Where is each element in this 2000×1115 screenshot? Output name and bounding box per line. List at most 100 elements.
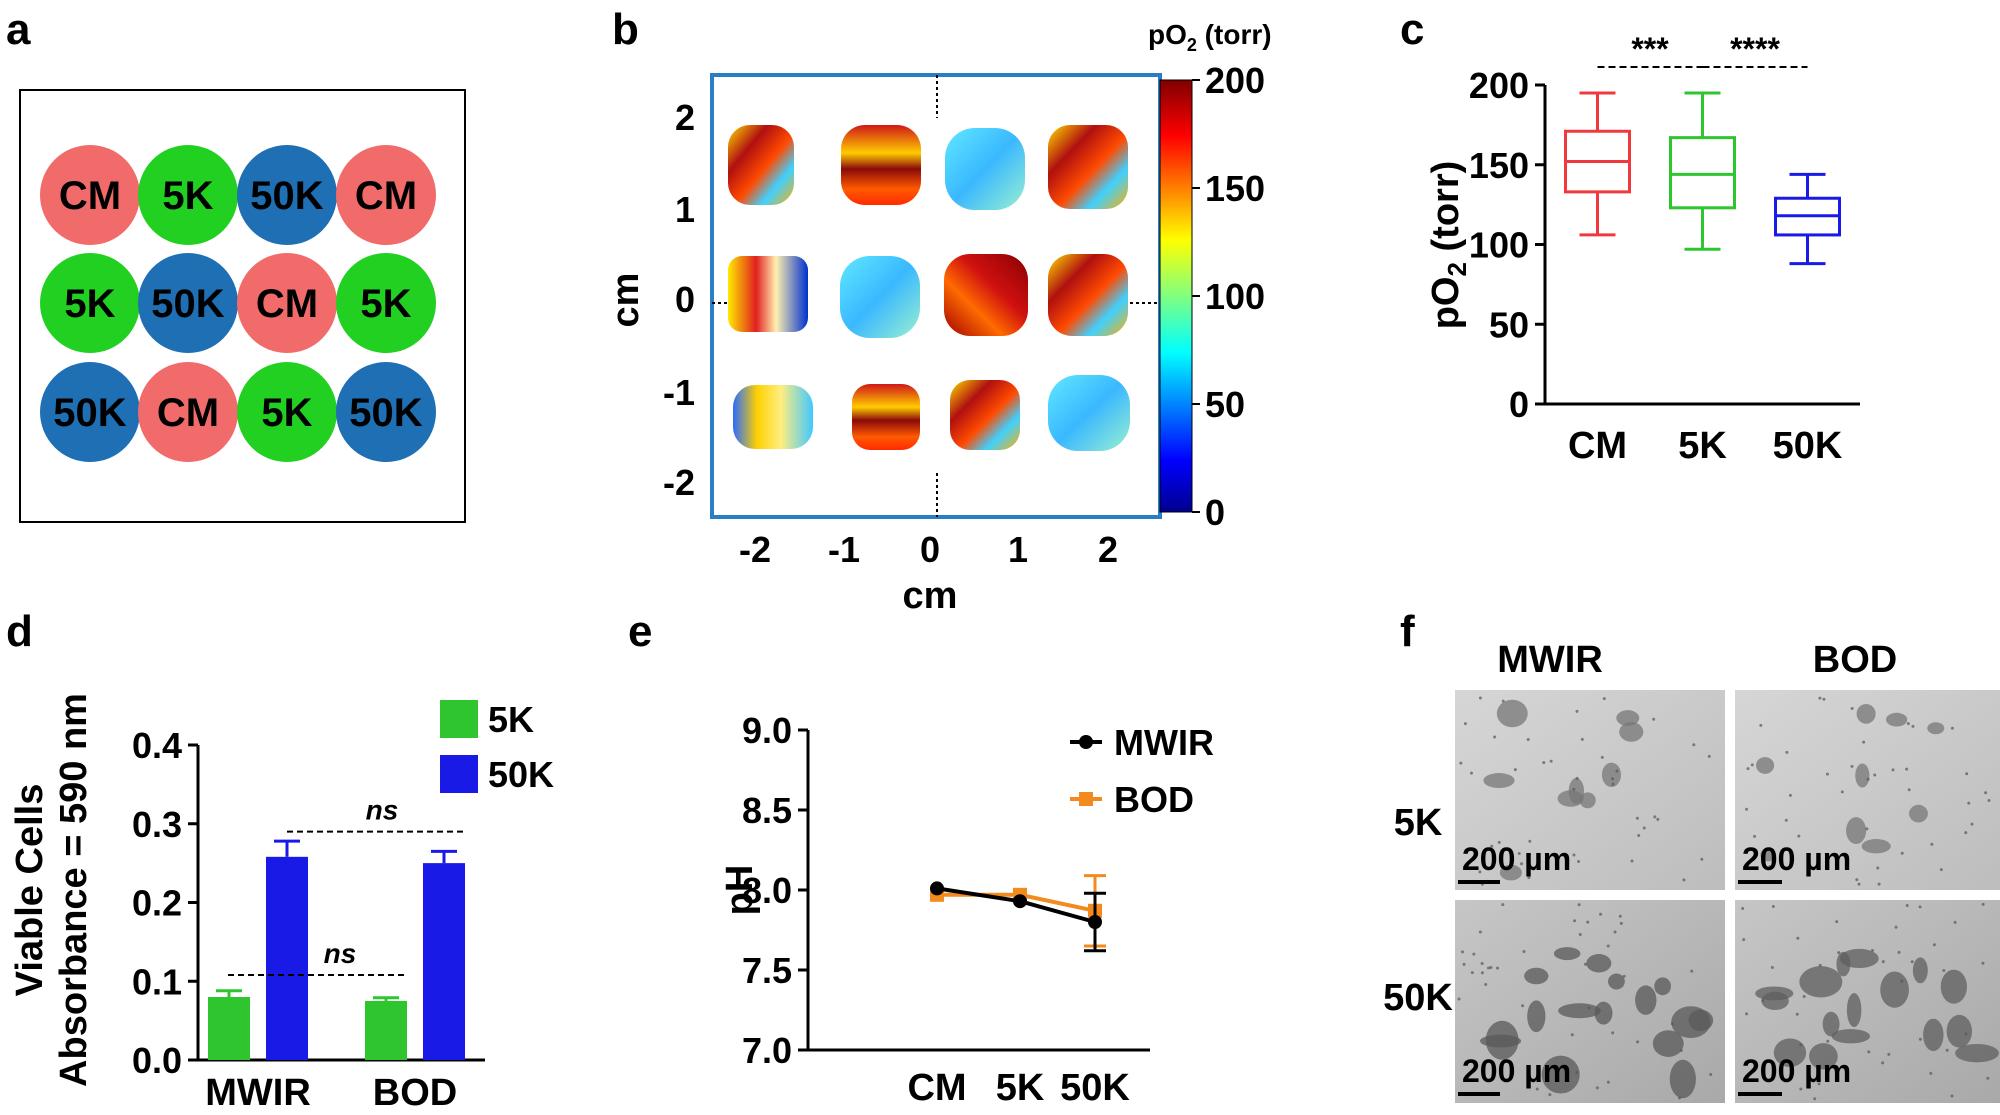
- cell-colony: [1654, 977, 1672, 996]
- cell-speck: [1496, 966, 1500, 970]
- x-tick-label: 50K: [1060, 1067, 1130, 1109]
- legend-label-MWIR: MWIR: [1114, 722, 1214, 763]
- cell-speck: [1784, 818, 1788, 822]
- cell-colony: [1912, 957, 1928, 984]
- cell-speck: [1750, 763, 1754, 767]
- cell-speck: [1932, 943, 1936, 947]
- x-tick-label: BOD: [373, 1072, 457, 1114]
- cell-speck: [1463, 722, 1467, 726]
- cell-speck: [1461, 950, 1465, 954]
- well-label-2: 5K: [162, 174, 213, 218]
- cell-speck: [1742, 938, 1746, 942]
- well-3: [237, 145, 337, 245]
- cell-speck: [1478, 930, 1482, 934]
- oxygen-map-r2c2: [840, 256, 920, 338]
- cell-speck: [1837, 951, 1841, 955]
- colorbar-tick-label: 50: [1205, 384, 1245, 425]
- well-plate-frame: [19, 89, 466, 523]
- legend-label-50K: 50K: [488, 754, 554, 795]
- cell-speck: [1950, 1094, 1954, 1098]
- cell-speck: [1795, 1012, 1799, 1016]
- heatmap-y-tick: 0: [675, 279, 695, 320]
- cell-speck: [1745, 1012, 1749, 1016]
- well-plate: CM 5K 50K CM 5K 50K CM 5K 50K CM 5K 50K: [40, 145, 436, 462]
- y-axis-label: pO2 (torr): [1425, 161, 1472, 330]
- cell-speck: [1707, 754, 1711, 758]
- cell-colony: [1485, 1020, 1519, 1060]
- cell-colony: [1946, 1014, 1973, 1048]
- scale-text-3: 200 µm: [1462, 1053, 1571, 1089]
- cell-speck: [1575, 709, 1579, 713]
- cell-speck: [1939, 868, 1943, 872]
- cell-colony: [1923, 1018, 1944, 1052]
- cell-speck: [1930, 842, 1934, 846]
- cell-speck: [1478, 696, 1482, 700]
- y-tick-label: 150: [1469, 145, 1529, 186]
- cell-speck: [1796, 936, 1800, 940]
- cell-speck: [1981, 961, 1985, 965]
- cell-colony: [1861, 839, 1891, 854]
- cell-colony: [1880, 971, 1909, 1008]
- panel-e-label: e: [628, 607, 652, 656]
- oxygen-map-r3c2: [852, 384, 920, 450]
- cell-colony: [1846, 993, 1862, 1028]
- cell-speck: [1873, 773, 1877, 777]
- cell-speck: [1578, 933, 1582, 937]
- cell-speck: [1682, 878, 1686, 882]
- cell-speck: [1964, 831, 1968, 835]
- cell-speck: [1761, 998, 1765, 1002]
- scale-text-1: 200 µm: [1462, 841, 1571, 877]
- cell-speck: [1501, 699, 1505, 703]
- cell-speck: [1548, 1093, 1552, 1097]
- cell-speck: [1881, 1061, 1885, 1065]
- y-tick-label: 9.0: [742, 710, 792, 751]
- cell-colony: [1927, 722, 1945, 735]
- colorbar-tick-label: 0: [1205, 492, 1225, 533]
- x-tick-label: 5K: [1678, 425, 1727, 467]
- oxygen-map-r1c3: [945, 128, 1025, 210]
- cell-speck: [1797, 834, 1801, 838]
- box-5K: [1669, 136, 1736, 210]
- significance-stars: ***: [1631, 31, 1669, 67]
- cell-speck: [1871, 949, 1875, 953]
- y-tick-label: 8.0: [742, 870, 792, 911]
- cell-speck: [1867, 1050, 1871, 1054]
- cell-colony: [1855, 763, 1870, 788]
- y-tick-label: 0: [1509, 384, 1529, 425]
- y-tick-label: 0.3: [132, 804, 182, 845]
- cell-speck: [1670, 1022, 1674, 1026]
- cell-speck: [1575, 1070, 1579, 1074]
- cell-speck: [1813, 1097, 1817, 1101]
- cell-colony: [1799, 966, 1843, 998]
- cell-speck: [1918, 1037, 1922, 1041]
- cell-speck: [1987, 799, 1991, 803]
- cell-speck: [1825, 772, 1829, 776]
- micrograph-col-header-bod: BOD: [1813, 639, 1897, 681]
- cell-speck: [1799, 1043, 1803, 1047]
- cell-speck: [1653, 815, 1657, 819]
- cell-speck: [1611, 782, 1615, 786]
- cell-speck: [1520, 862, 1524, 866]
- well-label-5: 5K: [64, 282, 115, 326]
- heatmap-x-tick: 2: [1098, 529, 1118, 570]
- cell-speck: [1745, 807, 1749, 811]
- cell-speck: [1981, 902, 1985, 906]
- cell-speck: [1965, 772, 1969, 776]
- well-label-11: 5K: [261, 391, 312, 435]
- legend-swatch-5K: [440, 700, 478, 738]
- heatmap-x-tick: 0: [920, 529, 940, 570]
- micrograph-row-header-50k: 50K: [1383, 977, 1453, 1019]
- oxygen-map-r2c4: [1048, 254, 1128, 336]
- well-label-9: 50K: [53, 391, 126, 435]
- significance-stars: ****: [1730, 31, 1780, 67]
- cell-speck: [1815, 866, 1819, 870]
- cell-speck: [1802, 994, 1806, 998]
- cell-speck: [1692, 743, 1696, 747]
- cell-speck: [1953, 920, 1957, 924]
- bar-50K-MWIR: [266, 856, 308, 1060]
- cell-colony: [1541, 1055, 1580, 1094]
- well-label-7: CM: [256, 282, 318, 326]
- cell-speck: [1619, 921, 1623, 925]
- cell-speck: [1522, 950, 1526, 954]
- point-MWIR: [1013, 894, 1027, 909]
